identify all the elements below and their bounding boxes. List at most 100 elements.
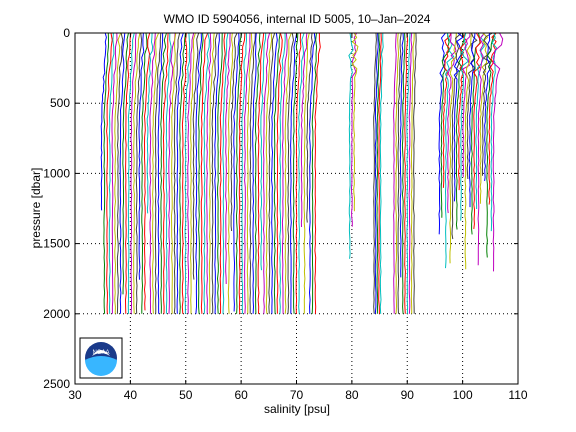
- profile-line: [222, 32, 229, 314]
- profile-line: [484, 33, 491, 181]
- chart-title: WMO ID 5904056, internal ID 5005, 10–Jan…: [164, 12, 431, 26]
- profile-line: [238, 32, 246, 314]
- profile-line: [176, 32, 184, 314]
- profile-line: [490, 32, 498, 232]
- profile-line: [492, 32, 504, 272]
- profile-line: [179, 32, 186, 314]
- profile-line: [233, 32, 240, 312]
- profile-line: [216, 32, 223, 314]
- profile-line: [404, 32, 409, 314]
- profile-lines: [100, 32, 504, 314]
- profile-line: [124, 32, 132, 314]
- profile-line: [187, 32, 195, 314]
- profile-line: [157, 33, 164, 314]
- profile-line: [135, 32, 143, 314]
- profile-line: [119, 32, 126, 314]
- profile-line: [393, 32, 397, 314]
- noaa-logo: NOAA: [79, 337, 123, 379]
- profile-line: [477, 32, 485, 266]
- x-tick-label: 110: [508, 388, 527, 402]
- profile-line: [458, 32, 468, 191]
- profile-line: [152, 32, 160, 314]
- profile-line: [252, 32, 257, 314]
- y-tick-label: 2000: [43, 307, 70, 321]
- profile-line: [464, 32, 472, 270]
- profile-line: [462, 32, 471, 177]
- profile-line: [351, 32, 359, 212]
- profile-line: [181, 32, 188, 314]
- profile-line: [298, 32, 305, 314]
- profile-line: [257, 32, 265, 314]
- profile-line: [206, 32, 212, 314]
- profile-line: [173, 32, 181, 314]
- profile-line: [244, 32, 251, 314]
- profile-line: [100, 32, 107, 211]
- profile-line: [273, 32, 281, 314]
- x-tick-label: 70: [290, 388, 304, 402]
- y-tick-label: 2500: [43, 377, 70, 391]
- profile-line: [116, 32, 124, 314]
- profile-line: [406, 32, 411, 314]
- profile-line: [284, 32, 292, 314]
- profile-line: [198, 32, 204, 314]
- profile-line: [262, 32, 271, 314]
- noaa-logo-text: NOAA: [92, 350, 109, 356]
- profile-line: [214, 32, 220, 314]
- profile-line: [308, 32, 316, 314]
- profile-line: [265, 32, 273, 314]
- profile-line: [189, 32, 196, 314]
- y-tick-label: 1500: [43, 237, 70, 251]
- profile-line: [195, 32, 203, 314]
- profile-line: [149, 32, 156, 314]
- profile-line: [254, 32, 261, 314]
- y-tick-label: 500: [50, 96, 70, 110]
- profile-line: [455, 32, 466, 230]
- profile-line: [184, 32, 191, 314]
- y-axis-title: pressure [dbar]: [29, 168, 43, 249]
- profile-line: [106, 32, 113, 314]
- axis-ticks: 30 40 50 60 70 80 90 100 110 0 500 1000 1500 2000 2500: [43, 26, 528, 402]
- profile-line: [271, 32, 278, 314]
- profile-line: [279, 32, 286, 314]
- profile-line: [376, 32, 381, 314]
- x-tick-label: 30: [68, 388, 82, 402]
- profile-line: [314, 33, 321, 314]
- profile-line: [486, 32, 497, 258]
- profile-line: [211, 32, 218, 314]
- profile-line: [471, 32, 481, 235]
- profile-line: [408, 32, 413, 314]
- x-tick-label: 90: [401, 388, 415, 402]
- profile-line: [249, 32, 256, 314]
- profile-line: [160, 32, 167, 314]
- profile-line: [154, 32, 162, 314]
- profile-line: [203, 32, 210, 314]
- profile-line: [287, 32, 295, 314]
- profile-line: [378, 32, 382, 314]
- profile-line: [122, 32, 129, 295]
- x-tick-label: 40: [124, 388, 138, 402]
- profile-line: [440, 32, 450, 218]
- profile-line: [444, 32, 455, 269]
- x-axis-title: salinity [psu]: [264, 402, 330, 416]
- profile-line: [111, 32, 118, 314]
- profile-line: [219, 32, 226, 314]
- profile-line: [453, 32, 464, 202]
- profile-line: [460, 32, 470, 221]
- profile-line: [300, 32, 308, 228]
- profile-line: [481, 32, 493, 176]
- profile-line: [208, 32, 215, 314]
- profile-line: [395, 32, 400, 314]
- profile-line: [241, 32, 248, 314]
- profile-line: [295, 32, 302, 314]
- profile-line: [401, 32, 406, 314]
- profile-line: [281, 32, 288, 314]
- profile-line: [170, 32, 177, 314]
- profile-line: [127, 32, 135, 314]
- profile-line: [468, 32, 476, 208]
- profile-line: [292, 32, 299, 314]
- profile-line: [133, 32, 141, 314]
- profile-line: [130, 32, 137, 314]
- profile-line: [108, 32, 115, 314]
- profile-line: [200, 32, 209, 314]
